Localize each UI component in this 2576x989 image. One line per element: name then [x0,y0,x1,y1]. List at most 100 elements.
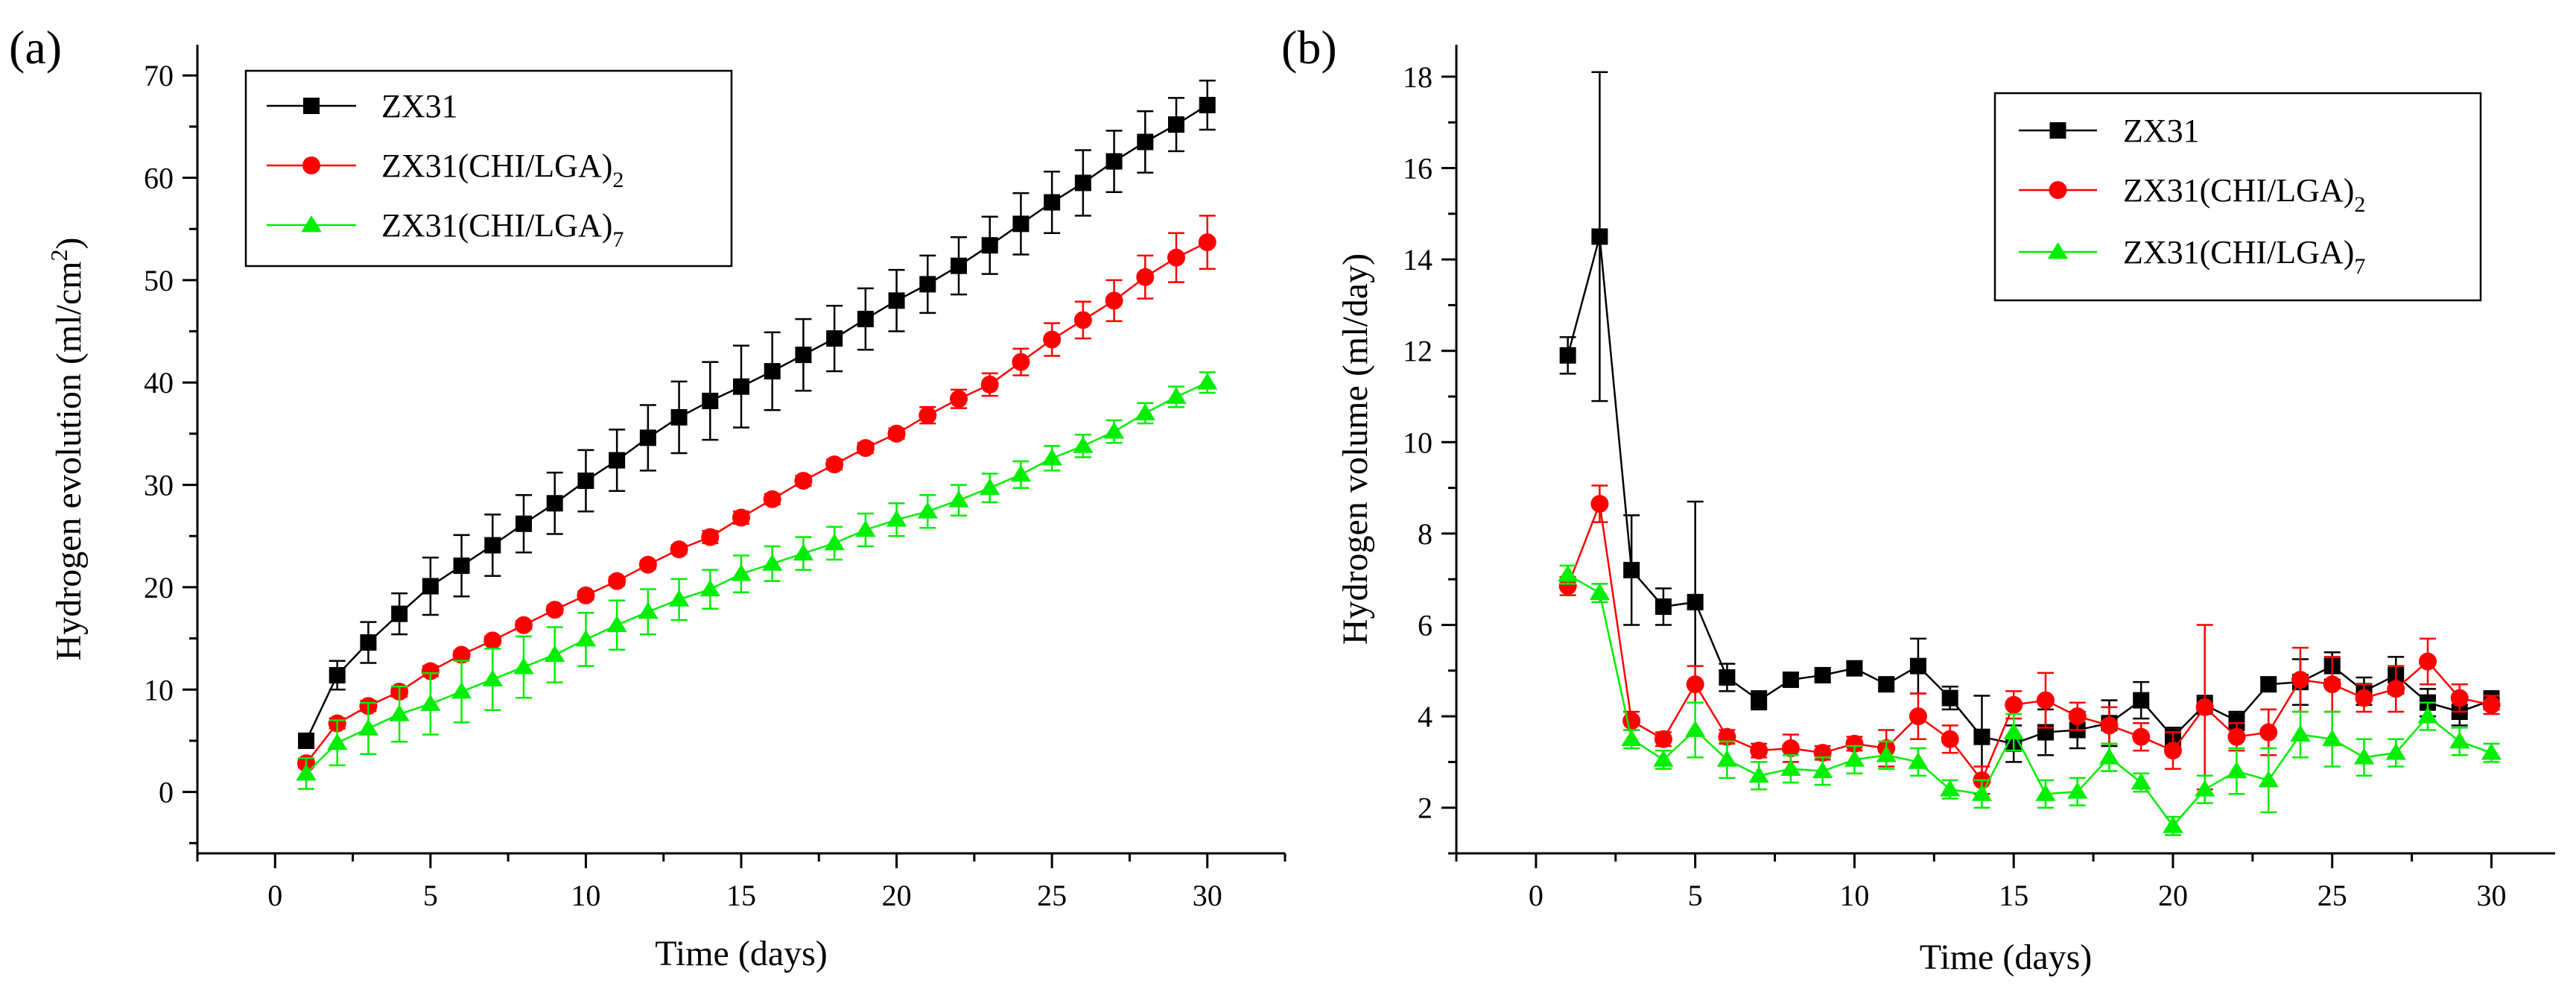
data-point [608,572,626,590]
data-point [2195,780,2215,797]
legend-label: ZX31 [381,88,458,124]
legend-label-main: ZX31(CHI/LGA) [381,207,612,244]
data-point [2418,652,2437,671]
data-point [1941,730,1959,748]
data-point [1043,330,1062,349]
data-point [482,669,503,686]
data-point [980,478,1000,496]
data-point [824,533,845,551]
y-axis-title-main: Hydrogen evolution (ml/cm [49,262,89,661]
y-tick-label: 8 [1418,517,1433,551]
legend-marker [303,98,320,114]
data-point [2353,748,2375,765]
legend-label: ZX31(CHI/LGA)2 [381,148,624,192]
data-point [606,615,627,633]
data-point [1780,759,1801,777]
data-point [327,733,348,751]
x-tick-label: 0 [1529,879,1544,912]
data-point [451,682,472,699]
x-tick-label: 10 [1839,879,1869,912]
legend-label-subscript: 7 [2354,254,2365,279]
series-2 [296,371,1218,790]
data-point [795,347,812,364]
data-point [731,564,752,581]
data-point [1940,780,1961,797]
data-point [1846,660,1863,677]
data-point [855,520,876,537]
data-point [1876,745,1897,762]
y-tick-label: 14 [1403,243,1433,277]
data-point [1654,730,1672,748]
legend-marker [2049,181,2067,199]
data-point [981,237,998,254]
legend-label-main: ZX31 [2123,113,2200,149]
data-point [2291,671,2309,689]
data-point [422,578,439,595]
data-point [764,363,781,380]
data-point [2385,743,2406,760]
data-point [670,540,688,559]
data-point [1590,495,1609,514]
data-point [1782,672,1799,689]
data-point [1909,657,1926,674]
data-point [1197,373,1218,390]
data-point [484,537,501,554]
data-point [1136,268,1155,286]
data-point [1623,561,1640,578]
legend-label-main: ZX31(CHI/LGA) [2123,172,2354,209]
y-tick-label: 12 [1403,335,1433,368]
data-point [1686,675,1704,694]
y-tick-label: 10 [144,673,174,707]
y-tick-label: 50 [144,264,174,297]
data-point [1781,739,1800,758]
chart-panel-b: (b) 0 5 10 15 20 25 30 2 4 6 8 10 12 14 16 18 Time (days)… [1281,21,2555,977]
data-point [888,292,905,309]
legend-label-main: ZX31 [381,88,458,124]
x-tick-label: 5 [1688,879,1703,912]
data-point [2482,695,2501,714]
x-tick-label: 25 [1037,879,1067,912]
data-point [1655,598,1672,615]
x-tick-label: 15 [1999,879,2028,912]
data-point [483,631,502,650]
data-point [389,704,410,721]
y-axis-title: Hydrogen volume (ml/day) [1336,253,1375,645]
data-point [950,390,968,408]
data-point [638,601,659,619]
data-point [513,657,534,674]
data-point [825,455,844,474]
data-point [420,694,441,711]
legend-label: ZX31(CHI/LGA)2 [2123,172,2365,217]
legend-label: ZX31 [2123,113,2200,149]
data-point [1168,116,1184,133]
series-line [1567,573,2492,828]
x-axis-title: Time (days) [1920,938,2093,977]
legend-marker [301,215,322,233]
y-tick-label: 20 [144,571,174,604]
data-point [2067,782,2088,799]
data-point [329,667,346,684]
data-point [2133,692,2150,709]
data-point [887,424,906,443]
data-point [2068,707,2087,726]
series-1 [1558,484,2501,795]
x-tick-label: 0 [267,879,282,912]
legend-marker [2047,242,2069,259]
y-axis-title-main: Hydrogen volume (ml/day) [1336,253,1375,645]
data-point [546,495,563,512]
legend-label: ZX31(CHI/LGA)7 [381,207,624,252]
data-point [1716,750,1738,767]
data-point [2290,724,2311,742]
y-tick-label: 60 [144,162,174,195]
data-point [577,473,594,490]
x-tick-label: 30 [2476,879,2506,912]
data-point [2035,784,2056,801]
data-point [2450,689,2469,707]
data-point [1074,174,1091,192]
legend-box [244,69,733,268]
legend-marker [2049,122,2066,139]
data-point [2417,707,2438,724]
data-point [1166,387,1187,404]
